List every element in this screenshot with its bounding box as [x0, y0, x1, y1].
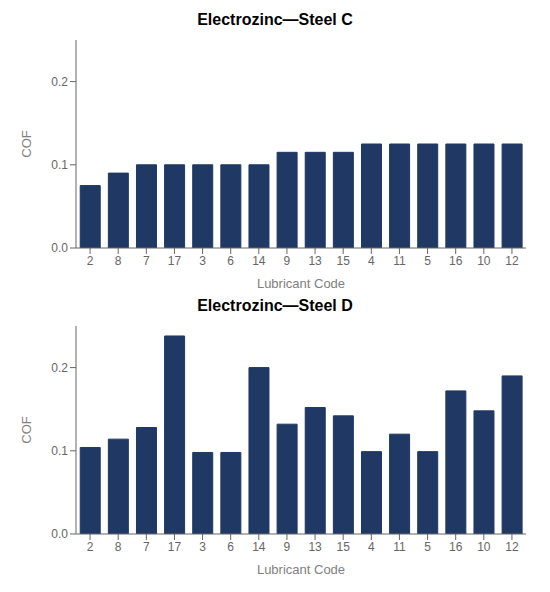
svg-text:10: 10	[477, 540, 491, 554]
svg-text:4: 4	[368, 540, 375, 554]
svg-text:4: 4	[368, 254, 375, 268]
svg-text:Lubricant Code: Lubricant Code	[257, 276, 345, 291]
svg-text:6: 6	[227, 254, 234, 268]
svg-text:COF: COF	[19, 416, 34, 444]
svg-text:10: 10	[477, 254, 491, 268]
svg-text:11: 11	[393, 254, 406, 268]
svg-text:0.0: 0.0	[51, 241, 68, 255]
svg-text:12: 12	[505, 254, 519, 268]
svg-text:3: 3	[199, 254, 206, 268]
svg-text:2: 2	[87, 540, 94, 554]
svg-text:5: 5	[424, 540, 431, 554]
svg-text:6: 6	[227, 540, 234, 554]
svg-text:5: 5	[424, 254, 431, 268]
svg-text:9: 9	[284, 540, 291, 554]
svg-text:11: 11	[393, 540, 406, 554]
svg-text:17: 17	[168, 254, 182, 268]
svg-text:12: 12	[505, 540, 519, 554]
svg-text:Lubricant Code: Lubricant Code	[257, 562, 345, 577]
svg-text:8: 8	[115, 254, 122, 268]
svg-text:17: 17	[168, 540, 182, 554]
svg-text:14: 14	[252, 540, 266, 554]
html-text:Electrozinc—Steel D: Electrozinc—Steel D	[197, 297, 353, 314]
svg-text:0.1: 0.1	[51, 444, 68, 458]
svg-text:0.2: 0.2	[51, 75, 68, 89]
svg-text:15: 15	[337, 254, 351, 268]
svg-text:COF: COF	[19, 130, 34, 158]
svg-text:14: 14	[252, 254, 266, 268]
svg-text:7: 7	[143, 254, 150, 268]
svg-text:9: 9	[284, 254, 291, 268]
svg-text:13: 13	[308, 254, 322, 268]
svg-text:15: 15	[337, 540, 351, 554]
svg-text:13: 13	[308, 540, 322, 554]
svg-text:0.2: 0.2	[51, 361, 68, 375]
svg-text:0.1: 0.1	[51, 158, 68, 172]
svg-text:7: 7	[143, 540, 150, 554]
svg-text:0.0: 0.0	[51, 527, 68, 541]
svg-text:8: 8	[115, 540, 122, 554]
svg-text:16: 16	[449, 254, 463, 268]
html-text:Electrozinc—Steel C: Electrozinc—Steel C	[197, 11, 353, 28]
svg-text:2: 2	[87, 254, 94, 268]
svg-text:3: 3	[199, 540, 206, 554]
svg-text:16: 16	[449, 540, 463, 554]
